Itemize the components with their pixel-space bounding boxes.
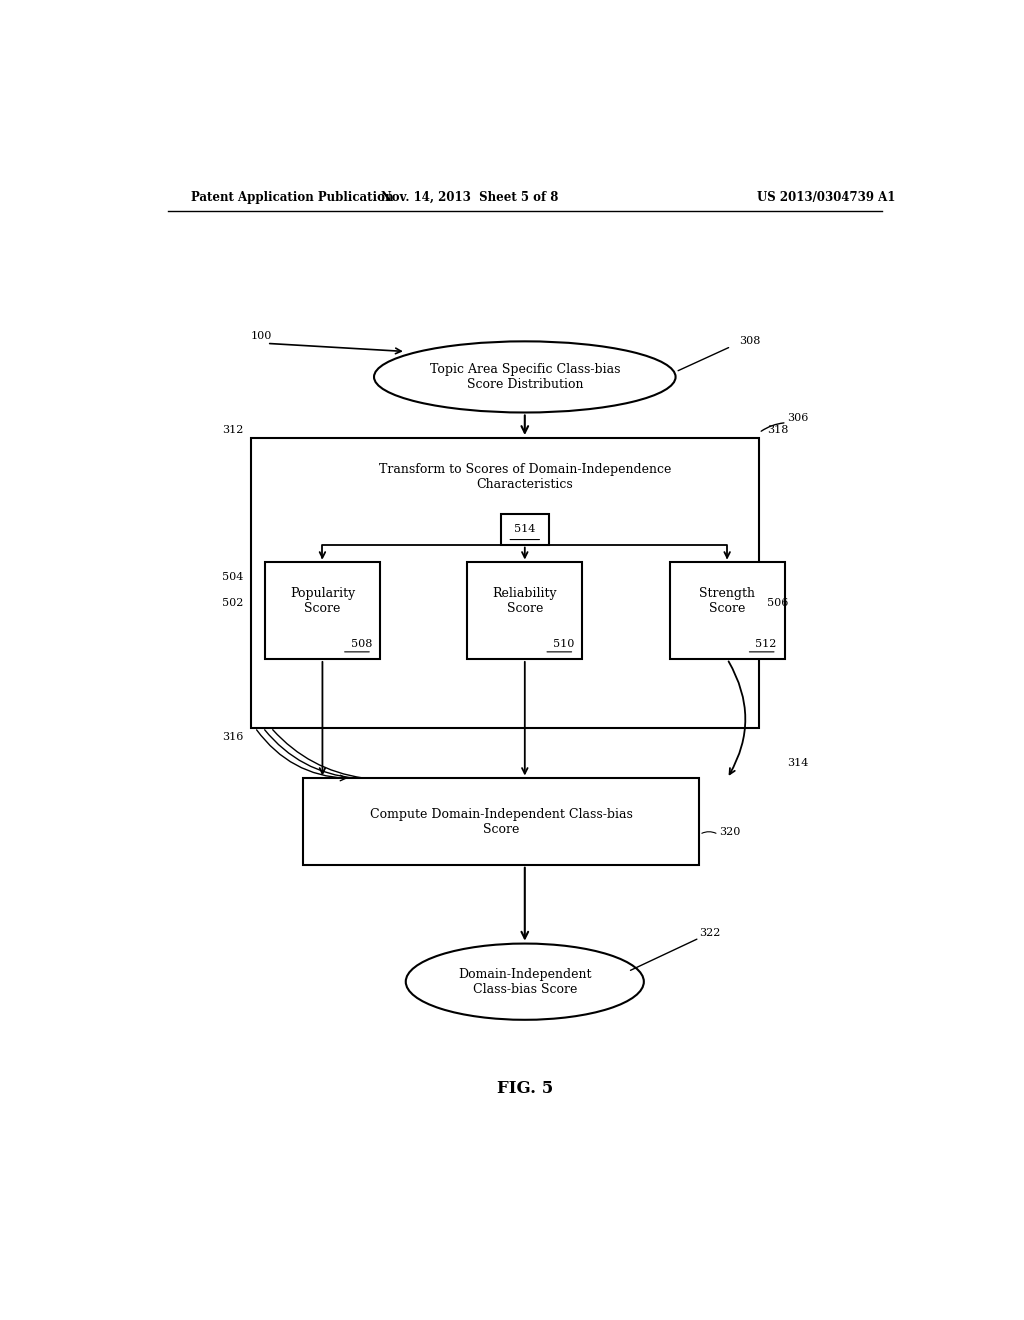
- FancyBboxPatch shape: [670, 562, 784, 659]
- Text: Nov. 14, 2013  Sheet 5 of 8: Nov. 14, 2013 Sheet 5 of 8: [381, 190, 558, 203]
- FancyBboxPatch shape: [467, 562, 583, 659]
- Text: 508: 508: [350, 639, 372, 648]
- FancyBboxPatch shape: [265, 562, 380, 659]
- Text: Topic Area Specific Class-bias
Score Distribution: Topic Area Specific Class-bias Score Dis…: [429, 363, 621, 391]
- Text: Strength
Score: Strength Score: [699, 586, 755, 615]
- Text: 510: 510: [553, 639, 574, 648]
- FancyBboxPatch shape: [303, 779, 699, 865]
- Text: 322: 322: [699, 928, 721, 939]
- Text: 306: 306: [786, 413, 808, 422]
- Text: 502: 502: [222, 598, 243, 607]
- FancyBboxPatch shape: [251, 438, 759, 727]
- Text: 100: 100: [251, 331, 272, 342]
- Text: Patent Application Publication: Patent Application Publication: [191, 190, 394, 203]
- Text: Transform to Scores of Domain-Independence
Characteristics: Transform to Scores of Domain-Independen…: [379, 463, 671, 491]
- Text: 318: 318: [767, 425, 788, 434]
- Text: 308: 308: [739, 337, 761, 346]
- Text: 506: 506: [767, 598, 788, 607]
- Text: 320: 320: [719, 826, 740, 837]
- Text: 314: 314: [786, 758, 808, 768]
- Text: Domain-Independent
Class-bias Score: Domain-Independent Class-bias Score: [458, 968, 592, 995]
- Text: 514: 514: [514, 524, 536, 535]
- Text: 504: 504: [222, 572, 243, 582]
- FancyBboxPatch shape: [501, 515, 549, 545]
- Text: Compute Domain-Independent Class-bias
Score: Compute Domain-Independent Class-bias Sc…: [370, 808, 633, 836]
- Text: FIG. 5: FIG. 5: [497, 1080, 553, 1097]
- Text: Reliability
Score: Reliability Score: [493, 586, 557, 615]
- Text: US 2013/0304739 A1: US 2013/0304739 A1: [757, 190, 896, 203]
- Text: 316: 316: [222, 731, 243, 742]
- Text: 312: 312: [222, 425, 243, 434]
- Text: 512: 512: [756, 639, 777, 648]
- Text: Popularity
Score: Popularity Score: [290, 586, 355, 615]
